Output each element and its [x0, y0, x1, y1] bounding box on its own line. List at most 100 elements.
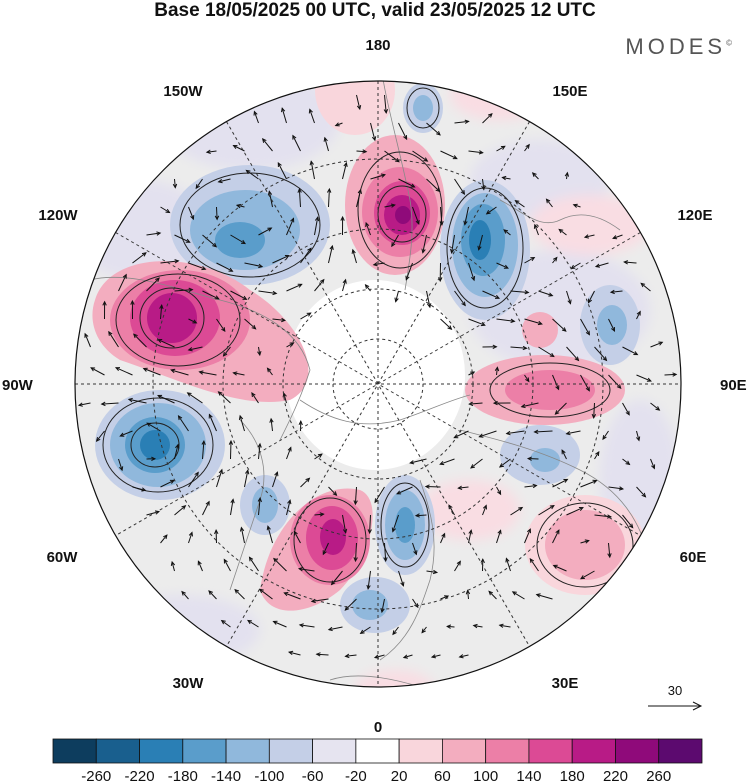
wind-arrow-head	[169, 479, 175, 484]
wind-arrow-shaft	[529, 558, 539, 572]
wind-arrow-shaft	[160, 260, 179, 264]
wind-arrow-shaft	[370, 122, 376, 141]
wind-arrow-head	[353, 557, 358, 563]
wind-arrow-head	[326, 187, 332, 193]
wind-arrow-head	[549, 352, 555, 358]
wind-arrow-head	[413, 550, 418, 556]
wind-arrow-shaft	[558, 229, 567, 236]
wind-arrow-head	[494, 294, 501, 299]
wind-arrow-shaft	[233, 372, 245, 376]
wind-arrow-head	[235, 203, 242, 209]
wind-arrow-shaft	[267, 526, 273, 544]
wind-arrow-shaft	[636, 374, 652, 382]
wind-arrow-head	[208, 590, 213, 595]
wind-arrow-head	[344, 653, 350, 659]
wind-arrow-shaft	[199, 371, 217, 376]
wind-arrow-head	[190, 215, 195, 221]
wind-arrow-shaft	[230, 290, 247, 300]
wind-arrow-shaft	[300, 248, 312, 264]
wind-arrow-shaft	[174, 444, 179, 460]
wind-arrow-shaft	[496, 145, 506, 152]
positive-anomaly-60e	[525, 495, 645, 595]
wind-arrow-head	[492, 344, 498, 350]
wind-arrow-shaft	[286, 447, 292, 460]
wind-arrow-head	[452, 155, 458, 160]
wind-arrow-shaft	[580, 318, 590, 335]
wind-arrow-head	[287, 446, 292, 452]
weak-positive-patch	[420, 480, 520, 540]
wind-arrow-shaft	[447, 625, 455, 628]
wind-arrow-shaft	[398, 178, 415, 188]
wind-arrow-head	[578, 507, 584, 512]
wind-arrow-head	[518, 506, 524, 512]
wind-arrow-shaft	[451, 234, 455, 253]
wind-arrow-shaft	[316, 653, 329, 656]
wind-arrow-head	[323, 136, 328, 142]
wind-arrow-head	[405, 275, 410, 281]
wind-arrow-head	[198, 370, 204, 375]
brand-text: MODES	[625, 34, 727, 59]
wind-arrow-head	[402, 654, 408, 659]
wind-arrow-head	[201, 265, 207, 271]
wind-arrow-shaft	[286, 218, 294, 236]
wind-arrow-head	[132, 333, 138, 339]
wind-arrow-head	[266, 525, 271, 531]
wind-arrow-shaft	[365, 284, 371, 292]
wind-arrow-head	[298, 420, 303, 426]
wind-arrow-shaft	[640, 283, 651, 292]
colorbar-swatch	[615, 738, 660, 764]
wind-arrow-head	[287, 650, 294, 655]
wind-arrow-head	[497, 490, 502, 496]
wind-arrow-head	[238, 414, 244, 420]
wind-arrow-head	[170, 368, 176, 374]
wind-arrow-head	[234, 588, 240, 594]
wind-arrow-shaft	[360, 626, 371, 634]
wind-arrow-head	[468, 529, 473, 535]
wind-arrow-shaft	[538, 346, 555, 357]
wind-arrow-head	[457, 485, 463, 490]
wind-arrow-shaft	[356, 189, 362, 208]
negative-anomaly-120w	[170, 165, 330, 285]
wind-arrow-head	[364, 284, 370, 289]
wind-arrow-head	[100, 401, 106, 407]
wind-arrow-shaft	[454, 120, 469, 124]
wind-arrow-head	[458, 654, 464, 659]
wind-arrow-shaft	[594, 451, 600, 460]
wind-arrow-head	[552, 256, 558, 262]
wind-arrow-head	[170, 560, 176, 567]
wind-arrow-head	[396, 490, 402, 495]
wind-arrow-shaft	[510, 290, 529, 293]
wind-arrow-head	[505, 557, 510, 563]
reference-vector-label: 30	[668, 683, 682, 698]
colorbar-swatch	[95, 738, 140, 764]
wind-arrow-head	[221, 327, 226, 333]
wind-arrow-head	[283, 592, 289, 597]
wind-arrow-head	[532, 483, 538, 489]
wind-arrow-shaft	[273, 621, 287, 628]
wind-arrow-head	[525, 377, 530, 383]
wind-arrow-head	[503, 264, 509, 269]
wind-arrow-head	[309, 160, 314, 166]
wind-arrow-head	[281, 107, 286, 113]
wind-arrow-head	[201, 439, 206, 445]
colorbar-tick-label: 220	[603, 768, 628, 783]
wind-arrow-head	[245, 469, 250, 475]
wind-arrow-shaft	[344, 598, 357, 611]
wind-arrow-head	[555, 385, 560, 391]
wind-arrow-head	[319, 278, 325, 284]
wind-arrow-head	[574, 356, 580, 362]
wind-arrow-shaft	[608, 542, 611, 558]
wind-arrow-head	[155, 277, 160, 283]
wind-arrow-shaft	[528, 458, 539, 460]
wind-arrow-shaft	[96, 430, 105, 442]
wind-arrow-shaft	[118, 458, 123, 471]
wind-arrow-head	[228, 439, 234, 445]
wind-arrow-head	[284, 255, 290, 260]
wind-arrow-shaft	[524, 257, 535, 264]
wind-arrow-head	[585, 330, 590, 336]
wind-arrow-shaft	[335, 122, 343, 127]
wind-arrow-shaft	[310, 161, 315, 180]
wind-arrow-shaft	[342, 514, 347, 533]
wind-arrow-shaft	[426, 290, 431, 308]
wind-arrow-head	[531, 172, 537, 177]
